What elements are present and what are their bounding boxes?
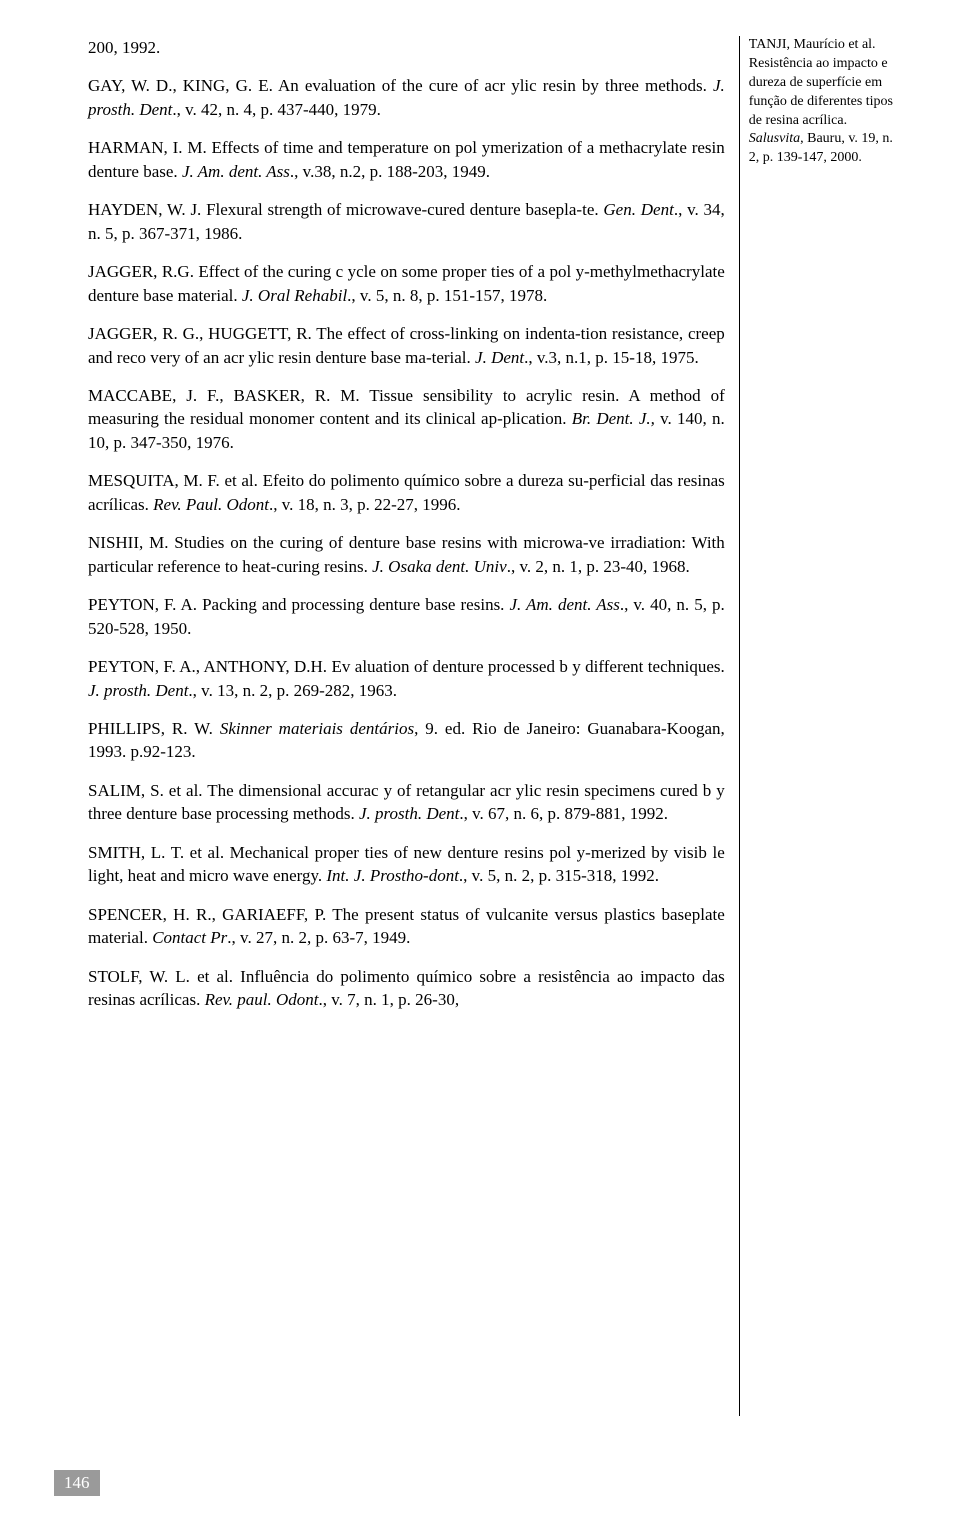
- reference-entry: GAY, W. D., KING, G. E. An evaluation of…: [88, 74, 725, 121]
- reference-entry: HARMAN, I. M. Effects of time and temper…: [88, 136, 725, 183]
- reference-prefix: PHILLIPS, R. W.: [88, 719, 220, 738]
- reference-journal: J. Dent: [475, 348, 524, 367]
- reference-prefix: 200, 1992.: [88, 38, 160, 57]
- reference-journal: J. prosth. Dent: [88, 681, 188, 700]
- reference-journal: Gen. Dent: [603, 200, 673, 219]
- reference-entry: SPENCER, H. R., GARIAEFF, P. The present…: [88, 903, 725, 950]
- reference-prefix: PEYTON, F. A., ANTHONY, D.H. Ev aluation…: [88, 657, 725, 676]
- reference-journal: Rev. Paul. Odont: [153, 495, 269, 514]
- references-column: 200, 1992. GAY, W. D., KING, G. E. An eva…: [88, 36, 725, 1416]
- reference-entry: JAGGER, R.G. Effect of the curing c ycle…: [88, 260, 725, 307]
- reference-journal: J. Am. dent. Ass: [509, 595, 619, 614]
- reference-journal: J. prosth. Dent: [359, 804, 459, 823]
- reference-prefix: PEYTON, F. A. Packing and processing den…: [88, 595, 509, 614]
- reference-rest: ., v. 18, n. 3, p. 22-27, 1996.: [269, 495, 461, 514]
- sidebar-text-a: TANJI, Maurício et al. Resistência ao im…: [749, 37, 893, 128]
- reference-rest: ., v. 27, n. 2, p. 63-7, 1949.: [227, 928, 410, 947]
- reference-prefix: HAYDEN, W. J. Flexural strength of micro…: [88, 200, 603, 219]
- reference-entry: HAYDEN, W. J. Flexural strength of micro…: [88, 198, 725, 245]
- reference-rest: ., v. 42, n. 4, p. 437-440, 1979.: [172, 100, 381, 119]
- sidebar-citation: TANJI, Maurício et al. Resistência ao im…: [739, 36, 900, 1416]
- reference-entry: SMITH, L. T. et al. Mechanical proper ti…: [88, 841, 725, 888]
- reference-journal: Int. J. Prostho-dont: [326, 866, 459, 885]
- reference-journal: J. Oral Rehabil: [242, 286, 347, 305]
- reference-rest: ., v. 13, n. 2, p. 269-282, 1963.: [188, 681, 397, 700]
- reference-entry: JAGGER, R. G., HUGGETT, R. The effect of…: [88, 322, 725, 369]
- reference-rest: ., v.3, n.1, p. 15-18, 1975.: [524, 348, 699, 367]
- reference-rest: ., v. 5, n. 8, p. 151-157, 1978.: [347, 286, 547, 305]
- reference-journal: J. Osaka dent. Univ: [372, 557, 507, 576]
- reference-prefix: GAY, W. D., KING, G. E. An evaluation of…: [88, 76, 713, 95]
- reference-journal: Rev. paul. Odont: [205, 990, 319, 1009]
- page-number: 146: [54, 1470, 100, 1496]
- reference-journal: Contact Pr: [152, 928, 227, 947]
- reference-entry: MACCABE, J. F., BASKER, R. M. Tissue sen…: [88, 384, 725, 454]
- reference-entry: 200, 1992.: [88, 36, 725, 59]
- sidebar-journal: Salusvita: [749, 131, 800, 146]
- reference-rest: ., v.38, n.2, p. 188-203, 1949.: [290, 162, 490, 181]
- reference-entry: PHILLIPS, R. W. Skinner materiais dentár…: [88, 717, 725, 764]
- reference-entry: STOLF, W. L. et al. Influência do polime…: [88, 965, 725, 1012]
- reference-journal: Skinner materiais dentários: [220, 719, 414, 738]
- reference-entry: PEYTON, F. A. Packing and processing den…: [88, 593, 725, 640]
- reference-rest: ., v. 2, n. 1, p. 23-40, 1968.: [507, 557, 690, 576]
- reference-rest: ., v. 67, n. 6, p. 879-881, 1992.: [459, 804, 668, 823]
- reference-rest: ., v. 7, n. 1, p. 26-30,: [319, 990, 460, 1009]
- reference-entry: MESQUITA, M. F. et al. Efeito do polimen…: [88, 469, 725, 516]
- reference-journal: Br. Dent. J.,: [572, 409, 655, 428]
- reference-journal: J. Am. dent. Ass: [182, 162, 290, 181]
- reference-entry: NISHII, M. Studies on the curing of dent…: [88, 531, 725, 578]
- reference-entry: SALIM, S. et al. The dimensional accurac…: [88, 779, 725, 826]
- reference-rest: ., v. 5, n. 2, p. 315-318, 1992.: [459, 866, 659, 885]
- reference-entry: PEYTON, F. A., ANTHONY, D.H. Ev aluation…: [88, 655, 725, 702]
